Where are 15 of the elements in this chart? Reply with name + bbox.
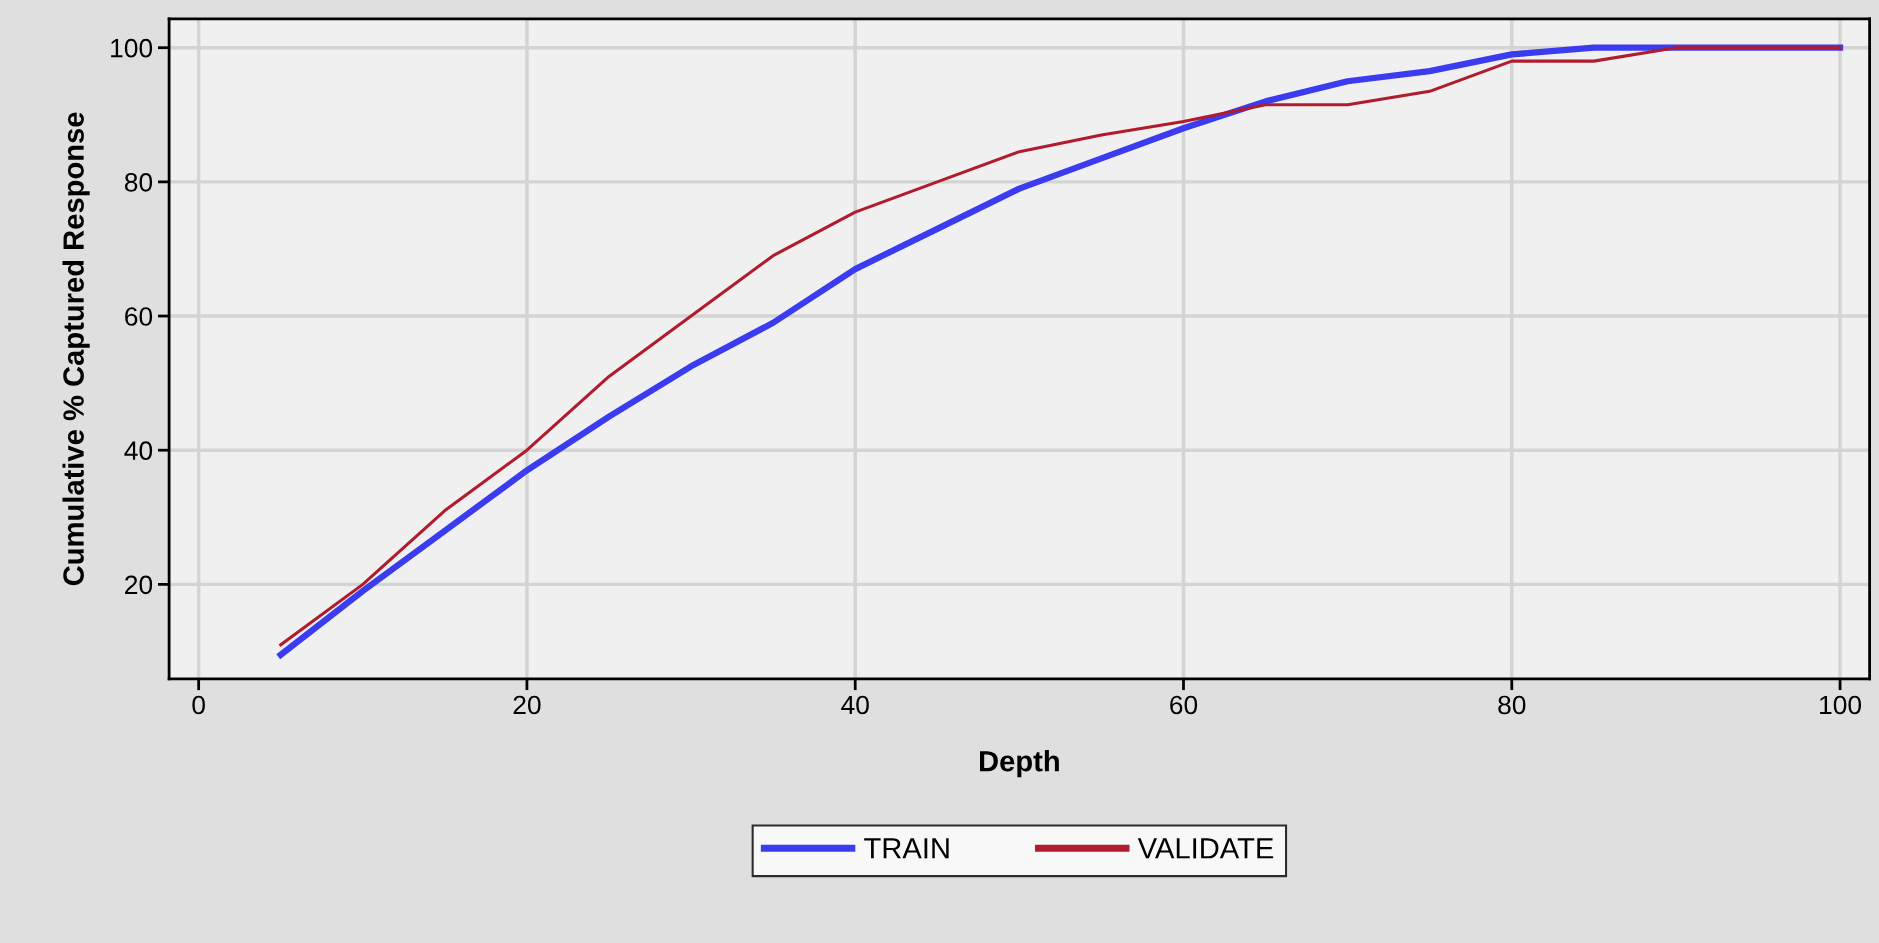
x-tick-label: 20 <box>513 695 541 715</box>
legend-label: TRAIN <box>864 838 949 859</box>
x-tick-label: 80 <box>1498 695 1526 715</box>
y-axis-title: Cumulative % Captured Response <box>62 112 90 586</box>
y-tick-label: 100 <box>111 38 153 58</box>
x-tick-label: 40 <box>841 695 869 715</box>
y-tick-label: 60 <box>125 307 153 326</box>
y-tick-label: 20 <box>125 575 153 595</box>
x-axis-title: Depth <box>980 750 1059 778</box>
x-tick-label: 60 <box>1170 695 1198 715</box>
x-tick-label: 100 <box>1820 695 1862 715</box>
x-tick-label: 0 <box>192 695 205 715</box>
legend-label: VALIDATE <box>1137 838 1274 859</box>
y-tick-label: 80 <box>124 173 153 192</box>
y-tick-label: 40 <box>124 441 153 461</box>
